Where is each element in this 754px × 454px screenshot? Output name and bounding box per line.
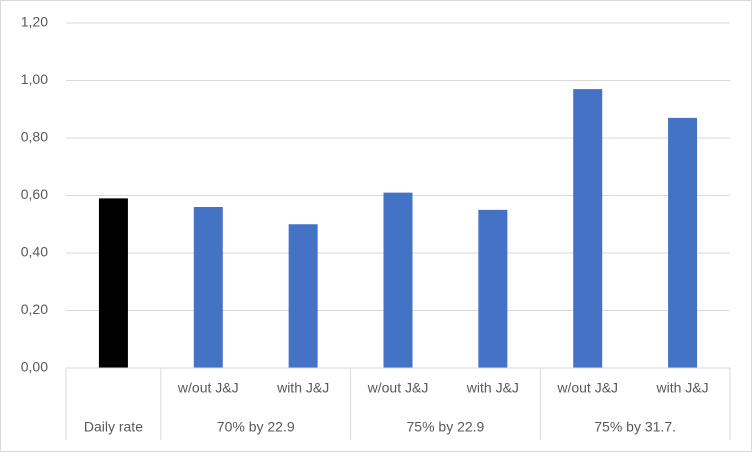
bar bbox=[383, 192, 413, 368]
bar bbox=[573, 89, 603, 368]
group-label: Daily rate bbox=[84, 419, 143, 435]
y-tick-label: 1,00 bbox=[21, 71, 48, 87]
x-tick-label: with J&J bbox=[466, 380, 519, 396]
y-tick-label: 0,20 bbox=[21, 301, 48, 317]
y-tick-label: 0,60 bbox=[21, 186, 48, 202]
y-tick-label: 1,20 bbox=[21, 14, 48, 30]
x-tick-label: w/out J&J bbox=[367, 380, 429, 396]
bar bbox=[98, 198, 128, 368]
y-tick-label: 0,40 bbox=[21, 244, 48, 260]
bar bbox=[668, 117, 698, 368]
y-tick-label: 0,80 bbox=[21, 129, 48, 145]
group-label: 70% by 22.9 bbox=[217, 419, 295, 435]
y-tick-label: 0,00 bbox=[21, 359, 48, 375]
group-label: 75% by 22.9 bbox=[407, 419, 485, 435]
bar bbox=[478, 209, 508, 368]
bar bbox=[193, 207, 223, 368]
group-label: 75% by 31.7. bbox=[594, 419, 676, 435]
bar bbox=[288, 224, 318, 368]
x-tick-label: w/out J&J bbox=[177, 380, 239, 396]
x-tick-label: w/out J&J bbox=[556, 380, 618, 396]
x-tick-label: with J&J bbox=[656, 380, 709, 396]
x-tick-label: with J&J bbox=[276, 380, 329, 396]
